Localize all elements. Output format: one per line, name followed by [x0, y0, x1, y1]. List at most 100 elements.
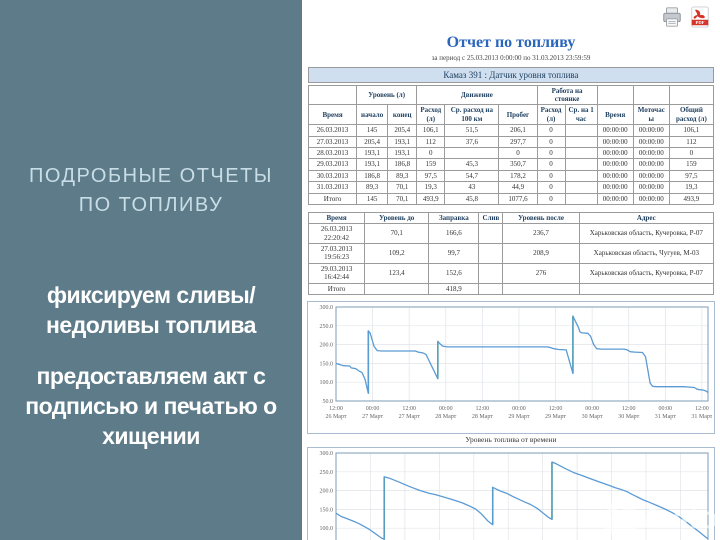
table-cell: 70,1: [364, 223, 430, 245]
table-header-cell: Ср. расход на 100 км: [444, 104, 500, 126]
table-row: 30.03.2013 186,8 89,3 97,5 54,7 178,2 0 00:00:0…: [307, 169, 715, 183]
table-cell: [502, 282, 580, 296]
table-header-row: Время начало конец Расход (л) Ср. расход…: [307, 104, 715, 126]
table-cell: 205,4: [387, 124, 418, 137]
svg-text:30 Март: 30 Март: [582, 414, 603, 420]
table-cell: 70,1: [387, 192, 418, 205]
table-cell: 51,5: [444, 124, 500, 137]
svg-text:12:00: 12:00: [402, 406, 416, 412]
svg-text:29 Март: 29 Март: [545, 414, 566, 420]
svg-text:31 Март: 31 Март: [691, 414, 712, 420]
report-pane: PDF Отчет по топливу за период с 25.03.2…: [302, 0, 720, 540]
table-cell: [564, 192, 598, 205]
table-cell: 193,1: [356, 158, 389, 171]
fuel-level-time-chart-svg: 50.0 100.0 150.0 200.0 250.0 300.0 12:00 26 Мар…: [320, 305, 713, 420]
table-cell: Итого: [307, 282, 366, 296]
table-header-cell: Слив: [478, 211, 504, 225]
table-header-cell: [632, 84, 670, 106]
table-cell: 178,2: [498, 169, 538, 183]
table-header-cell: Заправка: [428, 211, 480, 225]
svg-text:12:00: 12:00: [329, 406, 343, 412]
table-group-header-row: Уровень (л) Движение Работа на стоянке: [307, 84, 715, 106]
svg-text:28 Март: 28 Март: [435, 414, 456, 420]
table-header-cell: Уровень (л): [356, 84, 418, 106]
table-cell: Харьковская область, Чугуев, М-03: [578, 243, 715, 264]
table-cell: 37,6: [444, 135, 500, 148]
table-row: 26.03.2013 145 205,4 106,1 51,5 206,1 0 00:00:0…: [307, 124, 715, 137]
table-cell: 31.03.2013: [307, 181, 358, 194]
svg-text:00:00: 00:00: [439, 406, 453, 412]
table-row: 29.03.2013 193,1 186,8 159 45,3 350,7 0 00:00:0…: [307, 158, 715, 171]
table-cell: Харьковская область, Кучеровка, Р-07: [578, 223, 715, 245]
table-cell: 106,1: [668, 124, 715, 137]
table-cell: 00:00:00: [632, 169, 670, 183]
table-cell: 123,4: [364, 262, 430, 284]
table-header-cell: [596, 84, 634, 106]
table-cell: 1077,6: [498, 192, 538, 205]
table-cell: 44,9: [498, 181, 538, 194]
table-cell: 97,5: [668, 169, 715, 183]
table-cell: 112: [668, 135, 715, 148]
daily-fuel-table: Уровень (л) Движение Работа на стоянке В…: [307, 84, 715, 205]
pdf-icon-label: PDF: [696, 20, 705, 25]
fuel-level-time-chart: 50.0 100.0 150.0 200.0 250.0 300.0 12:00 26 Мар…: [307, 301, 715, 435]
svg-text:300.0: 300.0: [320, 305, 334, 311]
table-cell: 0: [536, 158, 566, 171]
table-cell: [564, 181, 598, 194]
table-cell: [564, 135, 598, 148]
table-cell: 99,7: [428, 243, 480, 264]
table-cell: 26.03.2013 22:20:42: [307, 223, 366, 245]
table-header-cell: Движение: [416, 84, 538, 106]
table-cell: 89,3: [356, 181, 389, 194]
fuel-level-mileage-chart: 50.0100.0150.0200.0250.0300.001002003004…: [307, 447, 715, 540]
table-cell: 00:00:00: [632, 181, 670, 194]
svg-text:12:00: 12:00: [622, 406, 636, 412]
table-cell: 27.03.2013: [307, 135, 358, 148]
svg-text:200.0: 200.0: [320, 489, 334, 495]
table-header-cell: Пробег: [498, 104, 538, 126]
table-body: 26.03.2013 145 205,4 106,1 51,5 206,1 0 00:00:0…: [307, 124, 715, 205]
svg-text:30 Март: 30 Март: [618, 414, 639, 420]
svg-text:300.0: 300.0: [320, 451, 334, 457]
table-header-cell: Уровень после: [502, 211, 580, 225]
table-cell: 0: [668, 146, 715, 160]
table-cell: 00:00:00: [632, 135, 670, 148]
svg-text:200.0: 200.0: [320, 343, 334, 349]
table-row: 27.03.2013 19:56:23 109,2 99,7 208,9 Харьков…: [307, 243, 715, 264]
table-cell: 00:00:00: [632, 146, 670, 160]
table-cell: 418,9: [428, 282, 480, 296]
table-cell: 19,3: [668, 181, 715, 194]
svg-text:100.0: 100.0: [320, 526, 334, 532]
table-row: 29.03.2013 16:42:44 123,4 152,6 276 Харьковс…: [307, 262, 715, 284]
table-cell: [578, 282, 715, 296]
svg-text:31 Март: 31 Март: [655, 414, 676, 420]
promo-point-act: предоставляем акт с подписью и печатью о…: [25, 363, 277, 449]
promo-sidebar: ПОДРОБНЫЕ ОТЧЕТЫ ПО ТОПЛИВУ фиксируем сл…: [0, 0, 302, 540]
table-header-cell: начало: [356, 104, 389, 126]
table-cell: 29.03.2013 16:42:44: [307, 262, 366, 284]
table-cell: 145: [356, 124, 389, 137]
promo-point-drains: фиксируем сливы/ недоливы топлива: [46, 282, 256, 338]
table-cell: 106,1: [416, 124, 446, 137]
table-cell: 27.03.2013 19:56:23: [307, 243, 366, 264]
table-header-cell: Расход (л): [416, 104, 446, 126]
table-cell: 0: [536, 135, 566, 148]
table-cell: 236,7: [502, 223, 580, 245]
table-header-cell: Ср. на 1 час: [564, 104, 598, 126]
table-cell: 00:00:00: [632, 124, 670, 137]
table-header-cell: Работа на стоянке: [536, 84, 598, 106]
table-cell: [564, 158, 598, 171]
table-cell: 00:00:00: [596, 158, 634, 171]
pdf-export-button[interactable]: PDF: [689, 6, 711, 28]
table-row: Итого 145 70,1 493,9 45,8 1077,6 0 00:00:00 00:0…: [307, 192, 715, 205]
table-cell: 297,7: [498, 135, 538, 148]
table-header-cell: Адрес: [578, 211, 715, 225]
table-cell: [478, 243, 504, 264]
table-cell: 26.03.2013: [307, 124, 358, 137]
table-cell: 0: [536, 124, 566, 137]
table-cell: 186,8: [356, 169, 389, 183]
print-button[interactable]: [661, 6, 683, 28]
table-cell: 109,2: [364, 243, 430, 264]
table-cell: 45,8: [444, 192, 500, 205]
